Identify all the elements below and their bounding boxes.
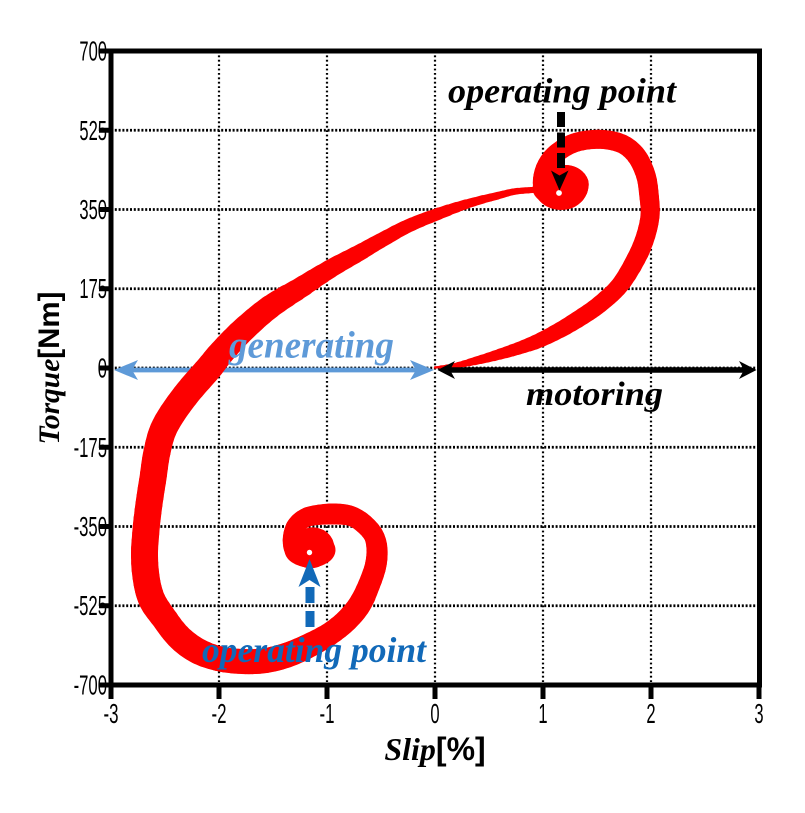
svg-text:-3: -3 <box>104 698 119 729</box>
svg-text:175: 175 <box>79 273 107 304</box>
svg-text:1: 1 <box>538 698 547 729</box>
svg-text:motoring: motoring <box>526 376 663 413</box>
svg-text:350: 350 <box>79 194 107 225</box>
svg-text:525: 525 <box>79 115 107 146</box>
svg-text:operating point: operating point <box>202 630 427 670</box>
svg-text:700: 700 <box>79 36 107 67</box>
svg-text:-350: -350 <box>74 511 107 542</box>
svg-text:0: 0 <box>98 353 107 384</box>
svg-text:-175: -175 <box>74 432 107 463</box>
svg-text:3: 3 <box>754 698 763 729</box>
svg-text:0: 0 <box>430 698 439 729</box>
svg-text:-700: -700 <box>74 670 107 701</box>
svg-text:operating point: operating point <box>448 72 677 111</box>
svg-text:-525: -525 <box>74 590 107 621</box>
svg-text:-2: -2 <box>212 698 227 729</box>
svg-text:generating: generating <box>228 325 394 367</box>
svg-text:2: 2 <box>646 698 655 729</box>
svg-text:Slip[%]: Slip[%] <box>384 731 485 767</box>
svg-text:-1: -1 <box>320 698 335 729</box>
svg-text:Torque[Nm]: Torque[Nm] <box>33 292 66 445</box>
